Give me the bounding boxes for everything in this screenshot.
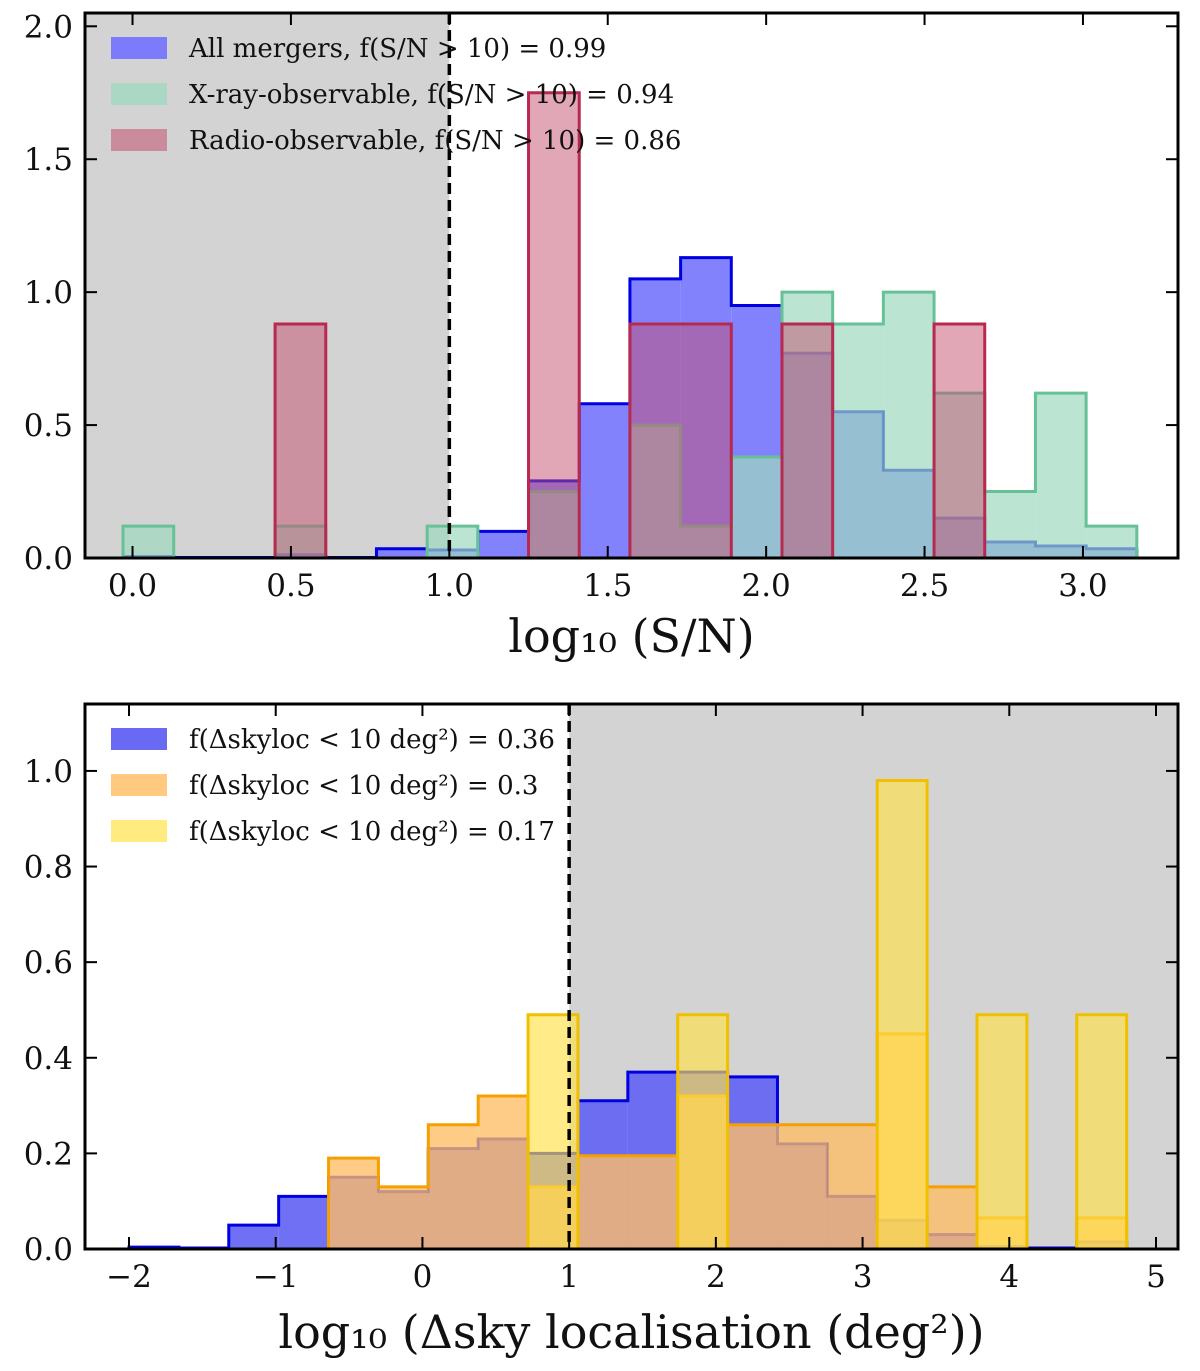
histogram-bar bbox=[629, 324, 681, 558]
histogram-bar bbox=[328, 1158, 379, 1249]
histogram-bar bbox=[680, 324, 732, 558]
legend-entry-label: All mergers, f(S/N > 10) = 0.99 bbox=[188, 34, 606, 64]
legend: All mergers, f(S/N > 10) = 0.99 X-ray-obs… bbox=[111, 34, 681, 156]
legend-swatch bbox=[111, 728, 167, 750]
x-tick-label: −1 bbox=[253, 1259, 299, 1295]
histogram-bar bbox=[579, 403, 630, 558]
histogram-bar bbox=[428, 1124, 479, 1249]
histogram-bar bbox=[927, 1186, 978, 1249]
histogram-bar bbox=[731, 456, 782, 558]
histogram-bar bbox=[478, 1096, 529, 1249]
y-tick-label: 1.0 bbox=[24, 275, 73, 311]
x-tick-label: 1 bbox=[559, 1259, 579, 1295]
histogram-bar bbox=[832, 324, 884, 558]
histogram-bar bbox=[528, 92, 580, 558]
histogram-bar bbox=[427, 526, 478, 558]
histogram-bar bbox=[577, 1155, 628, 1249]
x-tick-label: 0.0 bbox=[108, 568, 157, 604]
x-axis-label: log₁₀ (S/N) bbox=[508, 609, 755, 663]
axes-frame bbox=[83, 702, 1180, 1251]
y-tick-label: 2.0 bbox=[24, 9, 73, 45]
histogram-step-outline bbox=[526, 778, 1129, 1249]
y-tick-label: 0.0 bbox=[24, 1232, 73, 1268]
axes-frame bbox=[83, 11, 1180, 560]
x-tick-label: 5 bbox=[1146, 1259, 1166, 1295]
histogram-bar bbox=[984, 491, 1036, 558]
y-tick-label: 1.0 bbox=[24, 754, 73, 790]
legend-entry-label: Radio-observable, f(S/N > 10) = 0.86 bbox=[189, 126, 681, 156]
x-tick-label: −2 bbox=[106, 1259, 152, 1295]
histogram-bar bbox=[376, 548, 428, 558]
x-tick-label: 1.5 bbox=[583, 568, 632, 604]
y-tick-label: 0.0 bbox=[24, 541, 73, 577]
y-tick-label: 0.2 bbox=[24, 1136, 73, 1172]
histogram-bar bbox=[781, 324, 833, 558]
histogram-bar bbox=[677, 1014, 728, 1249]
histogram-bar bbox=[123, 526, 174, 558]
series-2-bars bbox=[273, 91, 987, 558]
histogram-bar bbox=[378, 1186, 429, 1249]
x-tick-label: 0 bbox=[413, 1259, 433, 1295]
x-tick-label: 1.0 bbox=[425, 568, 474, 604]
legend-swatch bbox=[111, 129, 167, 151]
x-tick-label: 3 bbox=[853, 1259, 873, 1295]
legend-swatch bbox=[111, 774, 167, 796]
histogram-bar bbox=[777, 1124, 828, 1249]
legend-entry-label: f(Δskyloc < 10 deg²) = 0.3 bbox=[189, 771, 538, 801]
histogram-bar bbox=[1076, 1014, 1127, 1249]
x-tick-label: 3.0 bbox=[1058, 568, 1107, 604]
legend-swatch bbox=[111, 820, 167, 842]
snr-histogram-panel: 0.0 0.5 1.0 1.5 2.0 2.5 3.0 0.0 0.5 1.0 1.5 2.0 log₁… bbox=[24, 9, 1180, 663]
x-tick-label: 4 bbox=[999, 1259, 1019, 1295]
y-tick-label: 0.6 bbox=[24, 945, 73, 981]
histogram-bar bbox=[827, 1124, 878, 1249]
legend-swatch bbox=[111, 37, 167, 59]
histogram-step-outline bbox=[273, 91, 987, 558]
y-tick-label: 0.4 bbox=[24, 1041, 73, 1077]
histogram-bar bbox=[1035, 393, 1087, 558]
histogram-bar bbox=[275, 324, 326, 558]
legend: f(Δskyloc < 10 deg²) = 0.36 f(Δskyloc < 1… bbox=[111, 725, 555, 847]
x-tick-label: 2.5 bbox=[900, 568, 949, 604]
histogram-bar bbox=[977, 1014, 1027, 1249]
histogram-bar bbox=[727, 1124, 778, 1249]
x-tick-label: 2.0 bbox=[741, 568, 790, 604]
y-tick-label: 1.5 bbox=[24, 142, 73, 178]
y-tick-label: 0.5 bbox=[24, 408, 73, 444]
histogram-bar bbox=[228, 1225, 279, 1249]
plot-area bbox=[85, 13, 1139, 558]
legend-entry-label: f(Δskyloc < 10 deg²) = 0.17 bbox=[189, 817, 555, 847]
x-tick-label: 2 bbox=[706, 1259, 726, 1295]
x-axis-label: log₁₀ (Δsky localisation (deg²)) bbox=[278, 1305, 984, 1359]
histogram-bar bbox=[477, 531, 529, 558]
histogram-bar bbox=[877, 780, 928, 1249]
histogram-bar bbox=[934, 324, 985, 558]
legend-swatch bbox=[111, 83, 167, 105]
legend-entry-label: X-ray-observable, f(S/N > 10) = 0.94 bbox=[189, 80, 674, 110]
x-tick-label: 0.5 bbox=[266, 568, 315, 604]
plot-area bbox=[127, 704, 1178, 1249]
histogram-bar bbox=[278, 1196, 329, 1249]
histogram-bar bbox=[883, 292, 935, 558]
sky-localisation-histogram-panel: −2 −1 0 1 2 3 4 5 0.0 0.2 0.4 0.6 0.8 1.0 log₁₀ (Δsky … bbox=[24, 702, 1180, 1359]
legend-entry-label: f(Δskyloc < 10 deg²) = 0.36 bbox=[189, 725, 555, 755]
series-2-bars bbox=[526, 778, 1129, 1249]
histogram-bar bbox=[627, 1155, 678, 1249]
y-tick-label: 0.8 bbox=[24, 850, 73, 886]
histogram-bar bbox=[1086, 526, 1137, 558]
